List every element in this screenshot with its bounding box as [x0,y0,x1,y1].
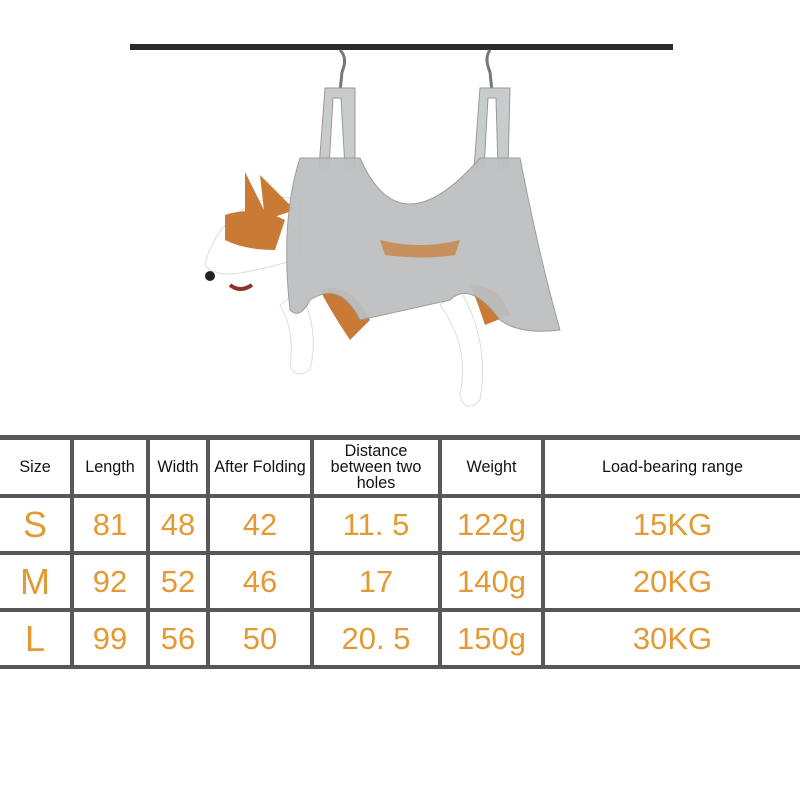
hooks [338,48,494,93]
cell-weight: 122g [438,494,545,555]
header-length: Length [72,435,149,498]
table-row: S 81 48 42 11. 5 122g 15KG [0,494,800,555]
table-row: M 92 52 46 17 140g 20KG [0,551,800,612]
header-size: Size [1,435,73,498]
hanging-rod [130,44,673,50]
dog-hammock-illustration [130,44,673,407]
header-width: Width [147,435,209,498]
header-after-folding: After Folding [208,435,312,498]
size-table: Size Length Width After Folding Distance… [0,435,800,669]
cell-distance: 17 [310,551,442,612]
cell-size: S [0,494,74,555]
cell-size: M [0,551,74,612]
cell-after-folding: 50 [206,608,314,669]
cell-length: 81 [70,494,150,555]
dog [204,172,510,407]
table-row: L 99 56 50 20. 5 150g 30KG [0,608,800,669]
cell-load: 20KG [541,551,800,612]
cell-after-folding: 46 [206,551,314,612]
cell-weight: 150g [438,608,545,669]
cell-distance: 20. 5 [310,608,442,669]
header-load: Load-bearing range [547,435,794,498]
straps [318,87,511,169]
hammock-mesh [286,157,561,332]
cell-weight: 140g [438,551,545,612]
cell-length: 92 [70,551,150,612]
table-header-row: Size Length Width After Folding Distance… [0,435,800,498]
cell-after-folding: 42 [206,494,314,555]
cell-length: 99 [70,608,150,669]
cell-width: 52 [146,551,210,612]
cell-width: 56 [146,608,210,669]
cell-width: 48 [146,494,210,555]
header-weight: Weight [440,435,543,498]
header-distance: Distance between two holes [313,435,439,498]
cell-distance: 11. 5 [310,494,442,555]
cell-load: 30KG [541,608,800,669]
cell-load: 15KG [541,494,800,555]
cell-size: L [0,608,74,669]
